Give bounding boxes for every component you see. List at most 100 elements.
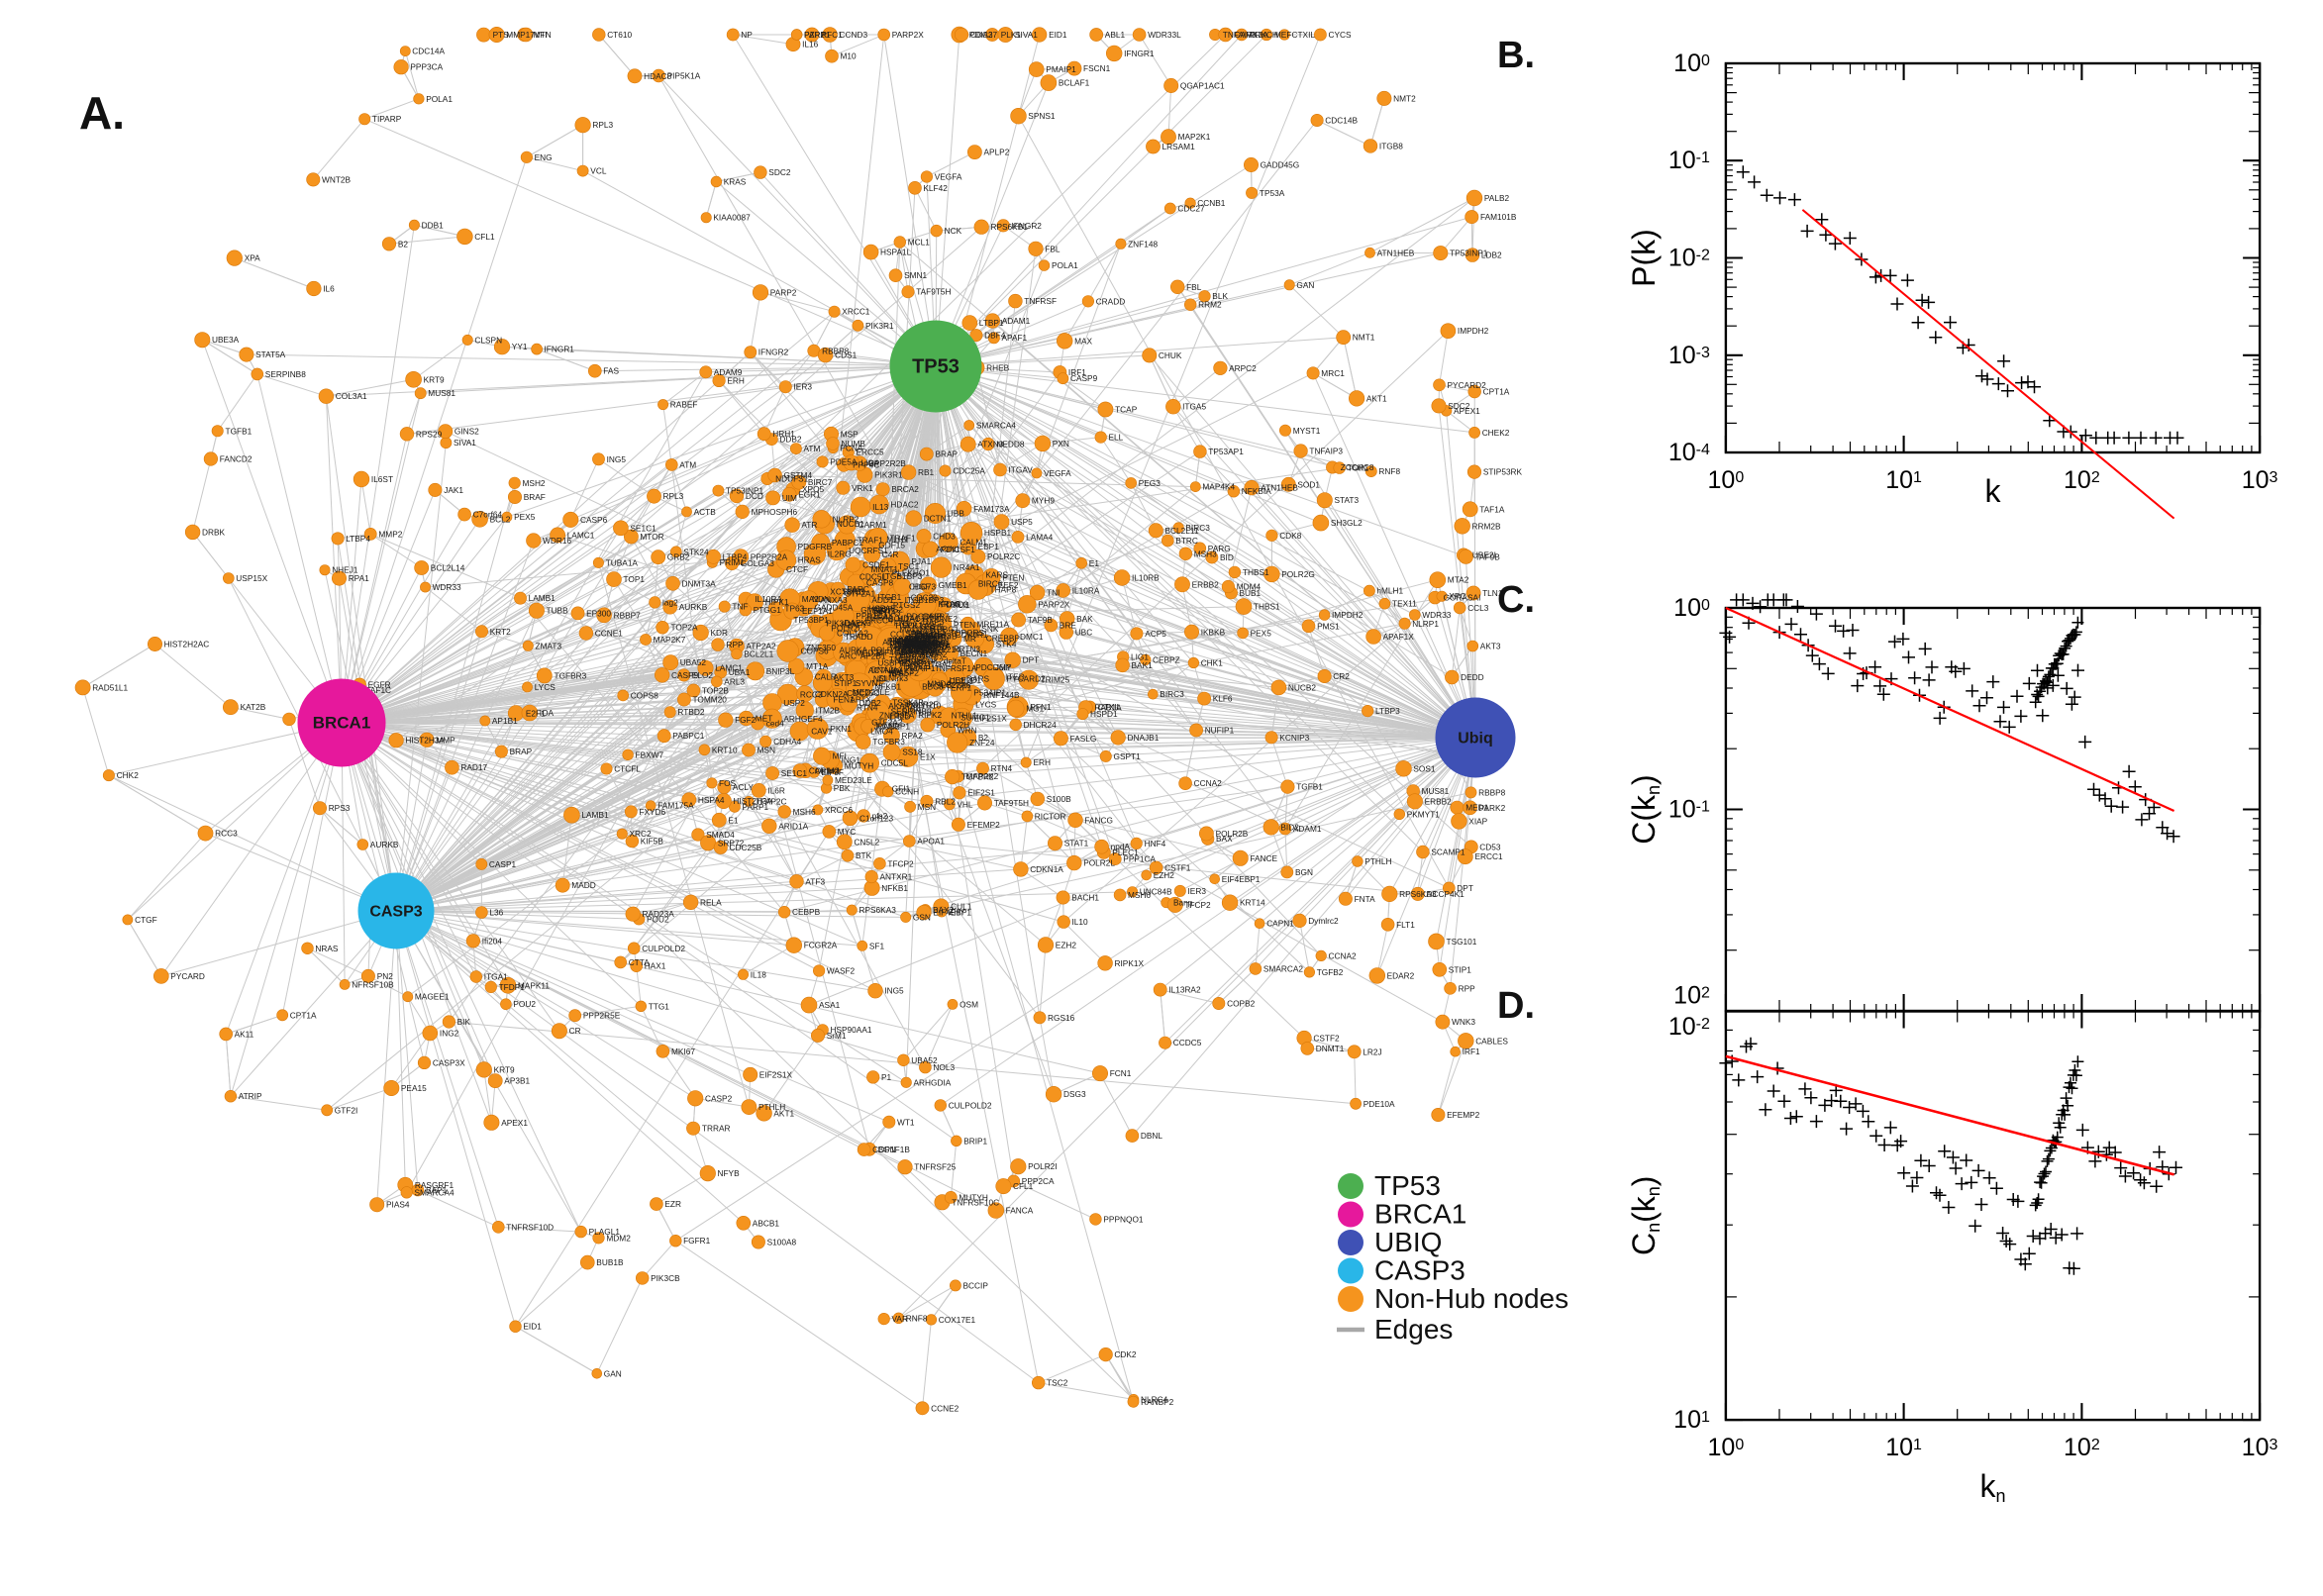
svg-text:CDC27: CDC27: [970, 30, 998, 40]
svg-text:GTF2I: GTF2I: [335, 1105, 358, 1115]
svg-text:THAP8: THAP8: [990, 585, 1017, 595]
svg-text:CREBBP: CREBBP: [986, 634, 1021, 644]
svg-text:CDC14A: CDC14A: [412, 47, 445, 56]
svg-text:FBXW7: FBXW7: [636, 749, 664, 759]
svg-text:MA2: MA2: [802, 594, 819, 604]
svg-text:NR4A1: NR4A1: [954, 562, 980, 572]
svg-text:EID1: EID1: [523, 1322, 542, 1332]
svg-text:IFNGR2: IFNGR2: [758, 348, 789, 357]
svg-text:PIK3R1: PIK3R1: [874, 470, 903, 480]
svg-text:NP: NP: [741, 30, 753, 40]
svg-text:100: 100: [1708, 466, 1745, 494]
svg-text:HAX1: HAX1: [645, 961, 666, 971]
svg-text:CHD3: CHD3: [933, 532, 956, 542]
svg-text:FBL: FBL: [1045, 244, 1060, 253]
svg-text:NFKB1: NFKB1: [874, 681, 901, 691]
svg-text:TNI: TNI: [1047, 588, 1060, 598]
svg-text:ITGAV: ITGAV: [1009, 465, 1034, 475]
svg-text:ERCC1: ERCC1: [1475, 851, 1504, 861]
svg-text:KRT9: KRT9: [424, 374, 445, 384]
svg-text:TP53AP1: TP53AP1: [1208, 447, 1244, 456]
svg-text:RANBP2: RANBP2: [1141, 1397, 1174, 1407]
svg-text:ACLY: ACLY: [733, 782, 755, 792]
svg-text:FANCE: FANCE: [1250, 853, 1277, 863]
svg-text:CHK1: CHK1: [1201, 658, 1224, 668]
svg-text:ADD1: ADD1: [871, 595, 894, 605]
svg-text:KRT14: KRT14: [1240, 898, 1265, 908]
svg-text:PDICSF1: PDICSF1: [941, 545, 975, 554]
svg-text:TP53A: TP53A: [1260, 188, 1285, 198]
svg-text:KDR: KDR: [711, 628, 729, 638]
svg-text:BRE: BRE: [1060, 621, 1077, 631]
svg-text:THBS1: THBS1: [1254, 602, 1280, 612]
svg-text:GSN: GSN: [913, 912, 931, 922]
svg-text:KAT2B: KAT2B: [241, 702, 266, 712]
svg-text:MFI: MFI: [833, 751, 847, 761]
svg-text:M10: M10: [841, 51, 858, 61]
svg-text:CCNA2: CCNA2: [1194, 778, 1223, 788]
svg-text:MMP2: MMP2: [378, 529, 402, 539]
svg-text:VEGFA: VEGFA: [935, 172, 962, 182]
svg-text:VRK1: VRK1: [852, 483, 873, 493]
svg-text:CDK5R1: CDK5R1: [956, 630, 988, 640]
svg-text:KRT2: KRT2: [490, 627, 511, 637]
svg-text:LAMB1: LAMB1: [581, 810, 609, 820]
svg-text:10-1: 10-1: [1668, 147, 1710, 174]
svg-text:MSN: MSN: [918, 802, 936, 812]
svg-text:DPT: DPT: [1457, 883, 1473, 893]
svg-text:FCGR2A: FCGR2A: [804, 941, 838, 950]
svg-text:RBBP7: RBBP7: [614, 610, 642, 620]
svg-text:CTXIL: CTXIL: [1292, 30, 1316, 40]
svg-text:ADAM1: ADAM1: [1002, 316, 1031, 326]
svg-text:PDE5A: PDE5A: [830, 456, 858, 466]
svg-text:PPP3CA: PPP3CA: [410, 62, 443, 72]
svg-text:PIAS4: PIAS4: [386, 1200, 410, 1210]
svg-text:PEX5: PEX5: [1251, 628, 1272, 638]
svg-text:TFCP2: TFCP2: [1184, 900, 1211, 910]
svg-text:COL1A1: COL1A1: [809, 766, 841, 776]
svg-text:ERH: ERH: [727, 375, 745, 385]
svg-text:AKT1: AKT1: [773, 1108, 794, 1118]
svg-text:USP5: USP5: [1011, 517, 1033, 527]
svg-text:NOL3: NOL3: [933, 1062, 955, 1072]
svg-text:LTBP4: LTBP4: [723, 551, 748, 561]
svg-text:FANCG: FANCG: [1084, 815, 1113, 825]
svg-text:COPS8: COPS8: [631, 690, 659, 700]
svg-text:LTBP4: LTBP4: [346, 534, 370, 544]
svg-text:TIPARP: TIPARP: [372, 114, 402, 124]
svg-text:GAN: GAN: [604, 1368, 622, 1378]
svg-text:PYCARD2: PYCARD2: [1448, 380, 1487, 390]
svg-text:XRCC6: XRCC6: [825, 805, 854, 815]
svg-text:BRAF: BRAF: [524, 492, 546, 502]
svg-text:ANTXR1: ANTXR1: [880, 872, 913, 882]
svg-text:HGF: HGF: [913, 582, 931, 592]
svg-text:IL10: IL10: [1072, 917, 1089, 927]
svg-text:CEBPZ: CEBPZ: [1153, 654, 1180, 664]
svg-text:NEDD8: NEDD8: [996, 440, 1025, 449]
svg-text:CARM1: CARM1: [858, 520, 887, 530]
svg-text:Ifi204: Ifi204: [482, 936, 503, 946]
svg-text:TP53BP1: TP53BP1: [793, 615, 829, 625]
svg-text:EIF2S1: EIF2S1: [967, 788, 995, 798]
svg-text:ABCB1: ABCB1: [753, 1218, 780, 1228]
svg-text:BIRC3: BIRC3: [1160, 689, 1184, 699]
svg-text:TGFBR3: TGFBR3: [872, 737, 905, 747]
svg-text:HDAC2: HDAC2: [890, 500, 919, 510]
svg-text:CASP2: CASP2: [705, 1093, 733, 1103]
svg-text:CAPN1: CAPN1: [1266, 919, 1294, 929]
svg-text:MUTYH: MUTYH: [959, 1192, 988, 1202]
svg-text:IKBKB: IKBKB: [1201, 627, 1226, 637]
svg-text:APOA1: APOA1: [917, 837, 945, 847]
svg-text:IMPDH2: IMPDH2: [1458, 326, 1489, 336]
svg-text:CASP9: CASP9: [1070, 373, 1098, 383]
svg-text:FLT1: FLT1: [1396, 920, 1415, 930]
svg-text:GRB2: GRB2: [667, 552, 690, 562]
svg-text:TGFB1: TGFB1: [226, 426, 252, 436]
svg-text:TGFB2: TGFB2: [1317, 967, 1344, 977]
svg-text:FANCD2: FANCD2: [220, 454, 252, 464]
svg-text:101: 101: [1885, 466, 1922, 494]
svg-text:TP53: TP53: [912, 356, 960, 378]
svg-text:APAF1X: APAF1X: [1383, 632, 1415, 642]
svg-text:NFKB1: NFKB1: [881, 883, 908, 893]
svg-text:TRRAR: TRRAR: [702, 1124, 731, 1134]
